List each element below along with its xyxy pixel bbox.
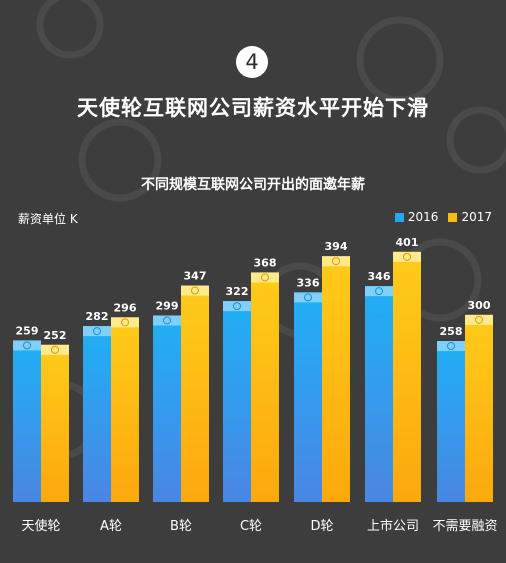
bar-2017-2 xyxy=(181,285,209,502)
data-label-2016-1: 282 xyxy=(86,310,109,323)
bar-cap-2017-6 xyxy=(465,314,493,325)
bar-cap-2017-2 xyxy=(181,285,209,296)
x-tick-label-4: D轮 xyxy=(310,519,333,534)
bar-cap-2017-1 xyxy=(111,317,139,328)
headline: 天使轮互联网公司薪资水平开始下滑 xyxy=(77,96,429,120)
data-label-2017-5: 401 xyxy=(396,236,419,249)
bar-coin-icon xyxy=(163,316,171,325)
bar-2017-4 xyxy=(322,256,350,502)
bar-coin-icon xyxy=(447,342,455,351)
data-label-2017-1: 296 xyxy=(114,301,137,314)
bar-2017-5 xyxy=(393,251,421,502)
data-label-2017-0: 252 xyxy=(44,329,67,342)
chart-title: 不同规模互联网公司开出的面邀年薪 xyxy=(141,177,365,193)
bar-2016-2 xyxy=(153,315,181,502)
data-label-2016-0: 259 xyxy=(16,324,39,337)
bar-2016-5 xyxy=(365,286,393,502)
data-label-2016-5: 346 xyxy=(368,270,391,283)
bar-cap-2017-4 xyxy=(322,256,350,267)
bar-cap-2017-5 xyxy=(393,251,421,262)
bar-coin-icon xyxy=(304,293,312,302)
bar-2016-6 xyxy=(437,341,465,502)
bar-coin-icon xyxy=(475,315,483,324)
chart-legend: 2016 2017 xyxy=(394,210,492,224)
legend-item-2017: 2017 xyxy=(448,210,492,224)
bar-2016-3 xyxy=(223,301,251,502)
y-unit-label: 薪资单位 K xyxy=(18,212,78,226)
legend-swatch-2017 xyxy=(448,212,458,222)
step-number-badge: 4 xyxy=(236,46,268,78)
data-label-2016-3: 322 xyxy=(226,285,249,298)
bar-2017-6 xyxy=(465,314,493,502)
bar-coin-icon xyxy=(121,318,129,327)
bar-2017-1 xyxy=(111,317,139,502)
data-label-2017-4: 394 xyxy=(325,240,348,253)
data-label-2017-6: 300 xyxy=(468,299,491,312)
bar-cap-2017-0 xyxy=(41,344,69,355)
bar-cap-2016-6 xyxy=(437,341,465,352)
legend-label-2017: 2017 xyxy=(461,210,492,224)
bar-cap-2016-1 xyxy=(83,326,111,337)
data-label-2016-4: 336 xyxy=(297,276,320,289)
bar-coin-icon xyxy=(51,345,59,354)
x-tick-label-1: A轮 xyxy=(100,519,122,534)
bar-cap-2017-3 xyxy=(251,272,279,283)
data-label-2017-3: 368 xyxy=(254,256,277,269)
bar-coin-icon xyxy=(191,286,199,295)
bar-coin-icon xyxy=(23,341,31,350)
bar-cap-2016-3 xyxy=(223,301,251,312)
x-tick-label-0: 天使轮 xyxy=(21,518,60,534)
legend-label-2016: 2016 xyxy=(407,210,439,224)
x-tick-label-2: B轮 xyxy=(170,519,192,534)
x-tick-label-3: C轮 xyxy=(240,519,262,534)
bar-2017-0 xyxy=(41,344,69,502)
data-label-2016-6: 258 xyxy=(440,325,463,338)
x-tick-label-6: 不需要融资 xyxy=(432,519,497,534)
bar-2017-3 xyxy=(251,272,279,502)
bar-2016-1 xyxy=(83,326,111,502)
bar-coin-icon xyxy=(233,302,241,311)
bar-cap-2016-2 xyxy=(153,315,181,326)
bar-coin-icon xyxy=(93,327,101,336)
x-tick-label-5: 上市公司 xyxy=(367,518,419,534)
bar-2016-0 xyxy=(13,340,41,502)
bar-coin-icon xyxy=(403,252,411,261)
legend-swatch-2016 xyxy=(394,212,404,222)
bar-cap-2016-4 xyxy=(294,292,322,303)
bar-coin-icon xyxy=(332,257,340,266)
legend-item-2016: 2016 xyxy=(394,210,439,224)
bar-cap-2016-0 xyxy=(13,340,41,351)
bar-cap-2016-5 xyxy=(365,286,393,297)
bar-coin-icon xyxy=(261,273,269,282)
bar-2016-4 xyxy=(294,292,322,502)
data-label-2016-2: 299 xyxy=(156,299,179,312)
data-label-2017-2: 347 xyxy=(184,270,207,283)
bar-coin-icon xyxy=(375,287,383,296)
